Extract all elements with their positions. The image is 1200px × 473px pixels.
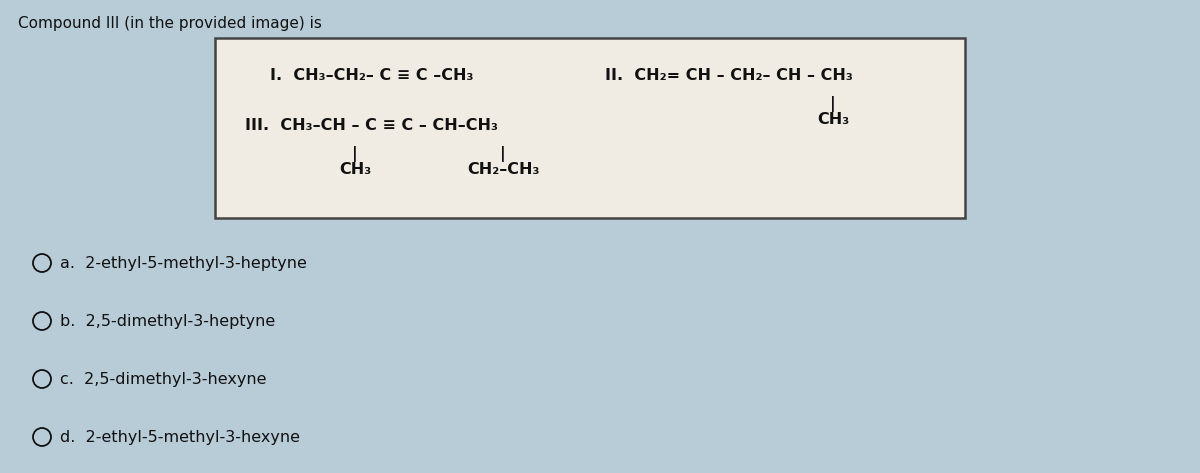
Text: CH₃: CH₃ <box>817 112 850 127</box>
Text: b.  2,5-dimethyl-3-heptyne: b. 2,5-dimethyl-3-heptyne <box>60 314 275 329</box>
Text: II.  CH₂= CH – CH₂– CH – CH₃: II. CH₂= CH – CH₂– CH – CH₃ <box>605 68 853 83</box>
Text: d.  2-ethyl-5-methyl-3-hexyne: d. 2-ethyl-5-methyl-3-hexyne <box>60 429 300 445</box>
FancyBboxPatch shape <box>215 38 965 218</box>
Text: III.  CH₃–CH – C ≡ C – CH–CH₃: III. CH₃–CH – C ≡ C – CH–CH₃ <box>245 118 498 133</box>
Text: CH₃: CH₃ <box>338 162 371 177</box>
Text: |: | <box>830 96 836 112</box>
Text: |: | <box>352 146 358 162</box>
Text: Compound III (in the provided image) is: Compound III (in the provided image) is <box>18 16 322 31</box>
Text: CH₂–CH₃: CH₂–CH₃ <box>467 162 539 177</box>
Text: c.  2,5-dimethyl-3-hexyne: c. 2,5-dimethyl-3-hexyne <box>60 371 266 386</box>
Text: I.  CH₃–CH₂– C ≡ C –CH₃: I. CH₃–CH₂– C ≡ C –CH₃ <box>270 68 474 83</box>
Text: |: | <box>500 146 506 162</box>
Text: a.  2-ethyl-5-methyl-3-heptyne: a. 2-ethyl-5-methyl-3-heptyne <box>60 255 307 271</box>
